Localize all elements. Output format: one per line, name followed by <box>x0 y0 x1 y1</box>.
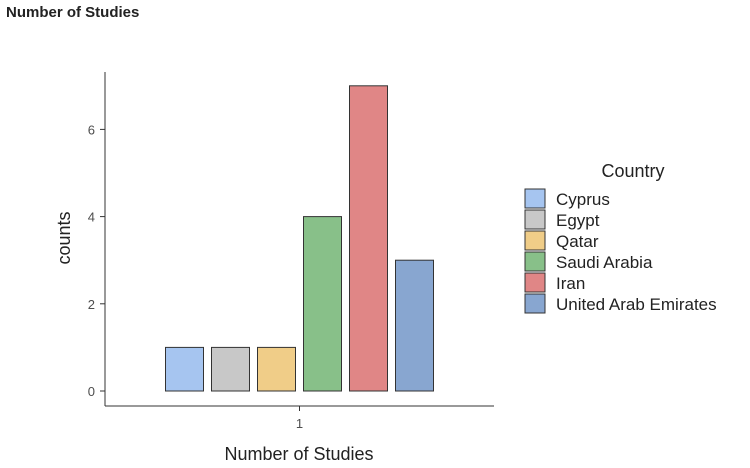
bar-united-arab-emirates <box>395 259 434 392</box>
x-tick-label: 1 <box>296 416 303 431</box>
legend-swatch <box>524 209 546 230</box>
legend-swatch <box>524 188 546 209</box>
x-ticks-group: 1 <box>296 406 303 431</box>
bar-egypt <box>211 346 250 392</box>
page-title: Number of Studies <box>6 4 140 21</box>
y-tick-label: 0 <box>88 384 95 399</box>
x-axis-title: Number of Studies <box>224 444 373 464</box>
legend-label: Cyprus <box>556 190 610 209</box>
bars-group <box>165 85 434 392</box>
y-tick-label: 4 <box>88 210 95 225</box>
y-axis-title: counts <box>54 211 74 264</box>
legend-swatch <box>524 272 546 293</box>
y-tick-label: 6 <box>88 122 95 137</box>
bar-qatar <box>257 346 296 392</box>
legend-swatch <box>524 230 546 251</box>
legend-label: Qatar <box>556 232 599 251</box>
bar-cyprus <box>165 346 204 392</box>
legend-label: Egypt <box>556 211 600 230</box>
y-tick-label: 2 <box>88 297 95 312</box>
y-ticks-group: 0 2 4 6 <box>88 122 105 399</box>
bar-iran <box>349 85 388 392</box>
legend-label: Saudi Arabia <box>556 253 653 272</box>
bar-saudi-arabia <box>303 216 342 392</box>
legend-title: Country <box>601 161 664 181</box>
legend-group: Cyprus Egypt Qatar Saudi Arabia Iran United A… <box>524 188 717 314</box>
legend-swatch <box>524 293 546 314</box>
legend-swatch <box>524 251 546 272</box>
legend-label: United Arab Emirates <box>556 295 717 314</box>
legend-label: Iran <box>556 274 585 293</box>
